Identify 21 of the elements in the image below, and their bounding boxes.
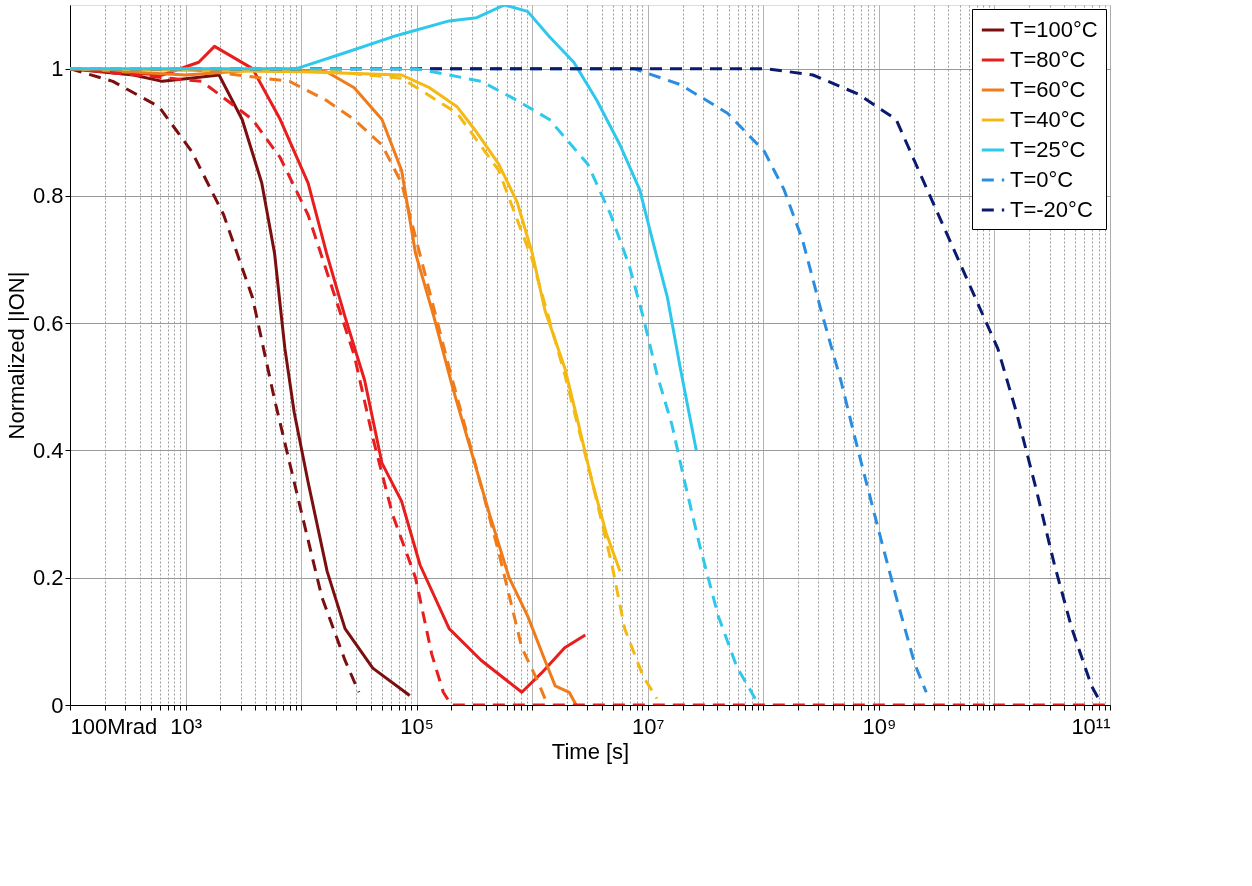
y-tick-label: 1 (51, 56, 64, 82)
legend-label: T=-20°C (1010, 197, 1093, 222)
legend-label: T=40°C (1010, 107, 1086, 132)
x-axis-title: Time [s] (551, 738, 630, 764)
x-tick-label: 10¹¹ (1071, 713, 1111, 739)
legend-label: T=100°C (1010, 17, 1098, 42)
legend-label: T=0°C (1010, 167, 1074, 192)
legend-label: T=25°C (1010, 137, 1086, 162)
legend-label: T=60°C (1010, 77, 1086, 102)
y-axis-title: Normalized |ION| (3, 271, 29, 440)
y-tick-label: 0.4 (32, 437, 64, 463)
x-tick-label: 100Mrad (70, 713, 158, 739)
y-tick-label: 0.2 (32, 565, 64, 591)
x-tick-label: 10⁹ (862, 713, 897, 739)
y-tick-label: 0.6 (32, 310, 64, 336)
legend-label: T=80°C (1010, 47, 1086, 72)
y-tick-label: 0.8 (32, 183, 64, 209)
x-tick-label: 10⁷ (632, 713, 665, 739)
x-tick-label: 10³ (170, 713, 202, 739)
x-tick-label: 10⁵ (400, 713, 434, 739)
y-tick-label: 0 (51, 692, 64, 718)
